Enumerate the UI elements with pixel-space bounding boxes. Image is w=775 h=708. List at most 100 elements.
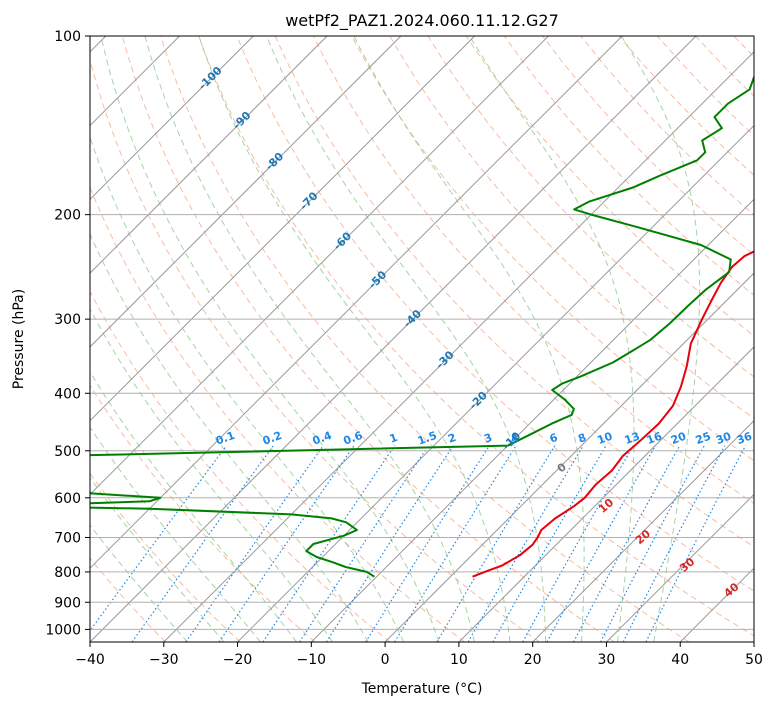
skewed-isotherm-line [753, 641, 754, 642]
mixing-ratio-line [325, 445, 454, 642]
dry-adiabat-line [121, 36, 615, 642]
mixing-ratio-label: 0.2 [261, 429, 284, 448]
skewed-isotherm-line [90, 36, 697, 642]
dry-adiabat-line [656, 36, 754, 137]
x-tick-label: −40 [75, 652, 105, 668]
moist-adiabat-line [90, 476, 225, 642]
skewed-isotherm-line [90, 36, 254, 201]
x-tick-label: 20 [524, 652, 542, 668]
axis-ticks: −40 −30 −20 −10 0 10 20 30 40 5010009008007006005… [45, 29, 763, 668]
y-tick-label: 900 [54, 595, 81, 611]
dry-adiabat-line [580, 36, 754, 216]
mixing-ratio-line [572, 445, 681, 642]
moist-adiabat-line [90, 135, 405, 642]
x-tick-label: 30 [598, 652, 616, 668]
skewed-isotherm-line [90, 36, 549, 496]
dry-adiabat-line [236, 36, 754, 592]
mixing-ratio-line [622, 445, 726, 642]
mixing-ratio-label: 20 [669, 429, 688, 447]
mixing-ratio-label: 30 [714, 429, 733, 447]
skewed-isotherm-line [90, 36, 623, 569]
moist-adiabat-line [90, 370, 297, 642]
mixing-ratio-line [299, 445, 429, 642]
mixing-ratio-label: 16 [645, 429, 664, 447]
dry-adiabat-label: 10 [596, 496, 616, 516]
skewed-isotherm-line [310, 198, 754, 642]
moist-adiabat-line [198, 36, 511, 642]
skewed-isotherm-line [90, 36, 402, 348]
moist-adiabat-line [90, 232, 369, 642]
x-tick-label: 50 [745, 652, 763, 668]
y-axis-label: Pressure (hPa) [11, 289, 27, 389]
x-tick-label: 10 [450, 652, 468, 668]
mixing-ratio-line [218, 445, 355, 642]
moist-adiabat-line [144, 36, 475, 642]
mixing-ratio-label: 3 [482, 431, 494, 446]
mixing-ratio-label: 10 [595, 429, 614, 447]
skewed-isotherm-line [163, 51, 754, 642]
y-tick-label: 200 [54, 208, 81, 224]
dry-adiabat-line [274, 36, 754, 548]
mixing-ratio-line [467, 445, 584, 642]
dry-adiabat-line [427, 36, 754, 378]
x-tick-label: −30 [149, 652, 179, 668]
mixing-ratio-label: 13 [623, 430, 642, 447]
mixing-ratio-label: 0.6 [342, 429, 365, 448]
skewed-isotherm-line [679, 567, 754, 642]
mixing-ratio-label: 6 [548, 431, 560, 446]
skewed-isotherm-line [458, 346, 754, 642]
y-tick-label: 100 [54, 29, 81, 45]
dry-adiabat-line [312, 36, 754, 504]
profile-lines [90, 74, 754, 578]
dry-adiabat-line [90, 290, 391, 642]
mixing-ratio-label: 25 [694, 430, 713, 447]
background-lines [90, 36, 754, 642]
x-tick-label: 0 [381, 652, 390, 668]
x-tick-label: −10 [297, 652, 327, 668]
moist-adiabat-line [266, 36, 547, 642]
dry-adiabat-line [351, 36, 754, 462]
skewed-isotherm-line [606, 493, 754, 642]
mixing-ratio-line [262, 445, 396, 642]
skewed-isotherm-line [532, 419, 754, 642]
dry-adiabat-line [465, 36, 754, 337]
temperature-profile-line [472, 250, 754, 578]
dry-adiabat-line [389, 36, 754, 420]
dry-adiabat-line [90, 472, 241, 642]
dry-adiabat-label: 20 [633, 527, 653, 547]
mixing-ratio-line [90, 445, 227, 632]
y-tick-label: 500 [54, 444, 81, 460]
dry-adiabat-line [160, 36, 690, 642]
moist-adiabat-line [100, 36, 440, 642]
mixing-ratio-line [185, 445, 324, 642]
mixing-ratio-line [600, 445, 705, 642]
moist-adiabat-line [620, 36, 701, 642]
skewed-isotherm-line [237, 124, 754, 642]
mixing-ratio-line [522, 445, 634, 642]
y-tick-label: 800 [54, 565, 81, 581]
x-axis-label: Temperature (°C) [361, 681, 483, 697]
mixing-ratio-label: 0.1 [214, 429, 237, 448]
chart-title: wetPf2_PAZ1.2024.060.11.12.G27 [285, 11, 559, 31]
mixing-ratio-line [645, 445, 747, 642]
y-tick-label: 400 [54, 386, 81, 402]
mixing-ratio-label: 8 [576, 431, 588, 446]
mixing-ratio-line [436, 445, 556, 642]
moist-adiabat-line [90, 307, 333, 642]
mixing-ratio-label: 2 [446, 431, 458, 446]
dry-adiabat-line [90, 384, 316, 642]
moist-adiabat-line [90, 524, 188, 642]
y-tick-label: 300 [54, 312, 81, 328]
dry-adiabat-line [695, 36, 754, 97]
mixing-ratio-line [546, 445, 657, 642]
dry-adiabat-line [503, 36, 754, 296]
x-tick-label: −20 [223, 652, 253, 668]
mixing-ratio-label: 36 [735, 429, 754, 447]
y-tick-label: 700 [54, 531, 81, 547]
y-tick-label: 600 [54, 491, 81, 507]
dry-adiabat-line [90, 58, 540, 642]
mixing-ratio-line [131, 445, 274, 642]
dry-adiabat-line [542, 36, 754, 256]
mixing-ratio-line [394, 445, 517, 642]
